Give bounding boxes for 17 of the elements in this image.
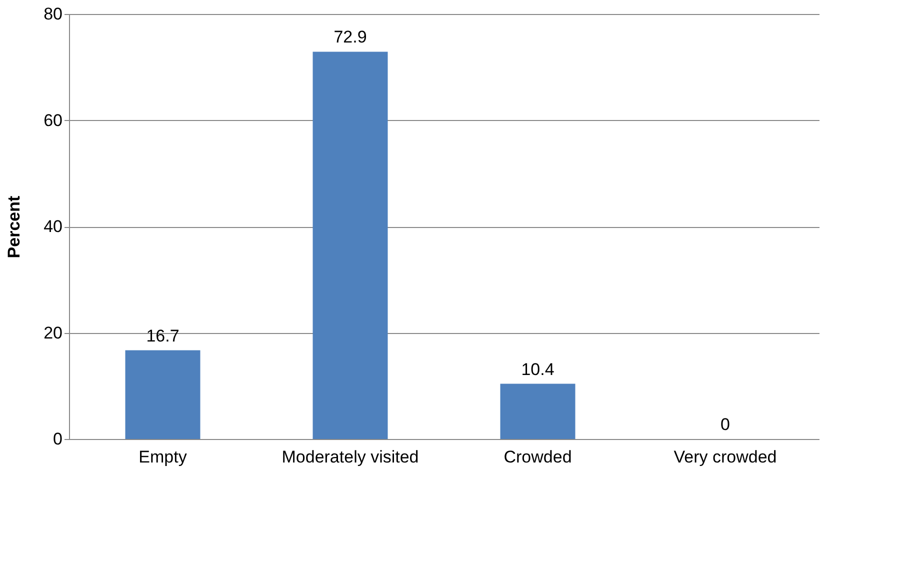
bar	[500, 384, 576, 439]
bar	[312, 52, 388, 439]
x-tick-label: Moderately visited	[282, 448, 419, 466]
bar	[125, 350, 200, 439]
data-label: 72.9	[334, 28, 367, 47]
data-label: 16.7	[146, 326, 180, 346]
y-tick-label: 20	[44, 323, 62, 342]
y-axis-title: Percent	[4, 195, 24, 258]
data-label: 10.4	[521, 360, 554, 379]
x-tick-label: Empty	[138, 448, 188, 466]
x-tick-label: Crowded	[504, 448, 572, 466]
y-tick-label: 80	[44, 4, 62, 24]
y-tick-label: 60	[44, 110, 62, 130]
data-label: 0	[720, 415, 730, 434]
y-tick-label: 40	[44, 217, 62, 236]
y-tick-label: 0	[53, 430, 62, 448]
x-tick-label: Very crowded	[674, 448, 777, 466]
